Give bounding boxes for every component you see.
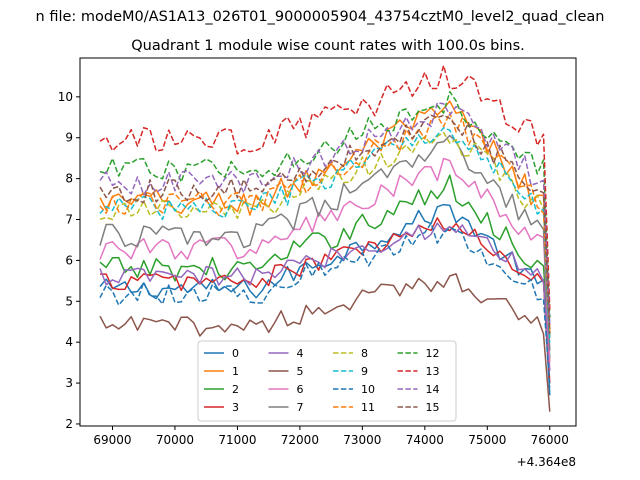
x-offset-label: +4.364e8 xyxy=(517,455,576,469)
series-line-12 xyxy=(99,90,551,318)
y-tick-label: 5 xyxy=(65,294,73,308)
series-line-14 xyxy=(99,102,551,326)
y-tick-label: 3 xyxy=(65,376,73,390)
y-tick-label: 6 xyxy=(65,253,73,267)
series-line-9 xyxy=(99,127,551,343)
chart-title: Quadrant 1 module wise count rates with … xyxy=(131,38,525,54)
legend-label-0: 0 xyxy=(232,347,239,360)
x-tick-label: 76000 xyxy=(531,433,569,447)
series-line-5 xyxy=(99,273,551,412)
series-line-4 xyxy=(99,222,551,371)
y-tick-label: 4 xyxy=(65,335,73,349)
series-line-2 xyxy=(99,174,551,359)
y-tick-label: 2 xyxy=(65,417,73,431)
legend-label-15: 15 xyxy=(426,401,440,414)
legend-label-10: 10 xyxy=(361,383,375,396)
legend-label-2: 2 xyxy=(232,383,239,396)
series-line-11 xyxy=(99,111,551,330)
x-tick-label: 69000 xyxy=(93,433,131,447)
legend-label-13: 13 xyxy=(426,365,440,378)
y-axis: 2 3 4 5 6 7 8 9 10 xyxy=(58,90,80,431)
y-tick-label: 8 xyxy=(65,172,73,186)
legend-label-9: 9 xyxy=(361,365,368,378)
series-line-6 xyxy=(99,157,551,363)
legend-label-1: 1 xyxy=(232,365,239,378)
legend-label-12: 12 xyxy=(426,347,440,360)
y-tick-label: 7 xyxy=(65,213,73,227)
legend-label-14: 14 xyxy=(426,383,440,396)
x-tick-label: 71000 xyxy=(218,433,256,447)
series-line-7 xyxy=(99,134,551,351)
legend-label-8: 8 xyxy=(361,347,368,360)
x-axis: 69000 70000 71000 72000 73000 74000 75000 76000 xyxy=(93,426,569,447)
x-tick-label: 75000 xyxy=(468,433,506,447)
legend-label-5: 5 xyxy=(297,365,304,378)
plot-frame xyxy=(79,57,577,427)
x-tick-label: 72000 xyxy=(281,433,319,447)
chart-suptitle: n file: modeM0/AS1A13_026T01_9000005904_… xyxy=(36,9,605,25)
y-tick-label: 9 xyxy=(65,131,73,145)
series-line-10 xyxy=(99,222,551,388)
legend-label-7: 7 xyxy=(297,401,304,414)
series-line-13 xyxy=(99,64,551,310)
y-tick-label: 10 xyxy=(58,90,73,104)
plot-lines xyxy=(99,64,551,412)
series-line-15 xyxy=(99,114,551,335)
legend-box xyxy=(197,340,457,422)
x-tick-label: 74000 xyxy=(406,433,444,447)
legend-label-4: 4 xyxy=(297,347,304,360)
legend-label-3: 3 xyxy=(232,401,239,414)
x-tick-label: 70000 xyxy=(156,433,194,447)
legend-label-11: 11 xyxy=(361,401,375,414)
x-tick-label: 73000 xyxy=(343,433,381,447)
legend-label-6: 6 xyxy=(297,383,304,396)
